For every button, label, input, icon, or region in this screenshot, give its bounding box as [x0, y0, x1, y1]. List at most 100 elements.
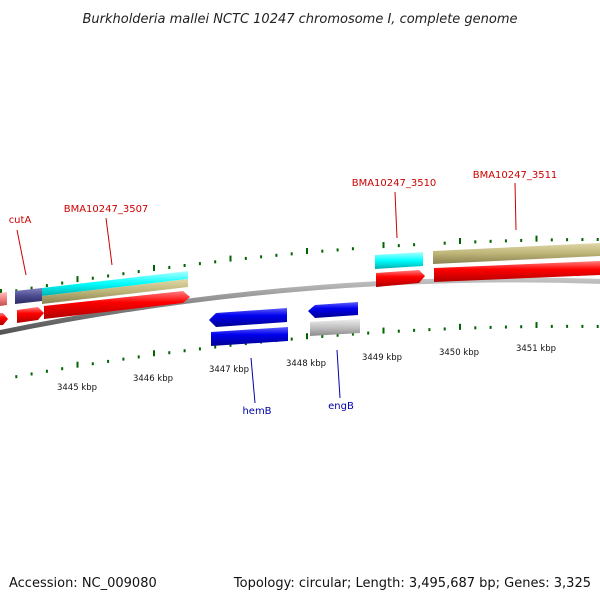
minor-tick — [474, 240, 477, 244]
genome-summary-text: Topology: circular; Length: 3,495,687 bp… — [233, 576, 591, 591]
major-tick — [76, 361, 79, 368]
minor-tick — [91, 276, 94, 280]
accession-text: Accession: NC_009080 — [9, 576, 157, 591]
major-tick — [306, 333, 308, 340]
minor-tick — [504, 325, 507, 329]
gene-labels: cutA BMA10247_3507 BMA10247_3510 BMA1024… — [9, 170, 558, 417]
major-tick — [535, 322, 538, 329]
minor-tick — [183, 264, 186, 268]
minor-tick — [397, 244, 400, 248]
gene-label-bma10247-3507[interactable]: BMA10247_3507 — [64, 204, 149, 215]
minor-tick — [107, 359, 110, 363]
kbp-label: 3446 kbp — [133, 374, 173, 384]
minor-tick — [214, 345, 217, 349]
feature-engB-grey — [310, 319, 360, 336]
minor-tick — [321, 249, 324, 253]
gene-label-bma10247-3510[interactable]: BMA10247_3510 — [352, 178, 437, 189]
major-tick — [76, 276, 79, 283]
leader-cutA — [16, 229, 27, 276]
cds-arrow-3507 — [44, 291, 190, 319]
minor-tick — [260, 255, 263, 259]
minor-tick — [596, 324, 599, 328]
forward-strand-features — [0, 243, 600, 306]
minor-tick — [137, 355, 140, 359]
kbp-label: 3451 kbp — [516, 344, 556, 354]
cds-arrow-3511 — [434, 261, 600, 282]
minor-tick — [413, 328, 416, 332]
outer-tick-track — [0, 235, 599, 295]
kbp-label: 3447 kbp — [209, 365, 249, 375]
feature-hemB-b — [211, 327, 288, 346]
leader-3510 — [394, 191, 398, 239]
minor-tick — [30, 372, 33, 376]
minor-tick — [122, 357, 125, 361]
kbp-axis-labels: 3445 kbp 3446 kbp 3447 kbp 3448 kbp 3449… — [57, 344, 556, 393]
major-tick — [306, 247, 308, 254]
major-tick — [382, 327, 385, 334]
minor-tick — [397, 329, 400, 333]
feature-khaki-3511 — [433, 243, 600, 264]
gene-label-hemB[interactable]: hemB — [242, 406, 271, 417]
minor-tick — [321, 334, 324, 338]
minor-tick — [520, 238, 523, 242]
minor-tick — [336, 333, 339, 337]
minor-tick — [367, 331, 370, 335]
minor-tick — [290, 252, 293, 256]
minor-tick — [45, 284, 48, 288]
kbp-label: 3448 kbp — [286, 359, 326, 369]
minor-tick — [596, 238, 599, 242]
leader-lines — [16, 182, 517, 404]
leader-hemB — [250, 357, 256, 404]
feature-pink-partial — [0, 292, 7, 306]
minor-tick — [168, 265, 171, 269]
kbp-label: 3445 kbp — [57, 383, 97, 393]
cds-arrow-engB — [308, 302, 358, 318]
minor-tick — [91, 362, 94, 366]
minor-tick — [443, 241, 446, 245]
feature-cutA-purple — [15, 288, 42, 304]
minor-tick — [443, 327, 446, 331]
minor-tick — [489, 325, 492, 329]
major-tick — [459, 237, 461, 244]
feature-cyan-3507 — [42, 271, 188, 296]
minor-tick — [474, 326, 477, 330]
gene-label-cutA[interactable]: cutA — [9, 215, 32, 226]
minor-tick — [214, 260, 217, 264]
minor-tick — [45, 369, 48, 373]
major-tick — [0, 289, 2, 295]
minor-tick — [550, 238, 553, 242]
minor-tick — [428, 328, 431, 332]
gene-label-bma10247-3511[interactable]: BMA10247_3511 — [473, 170, 558, 181]
minor-tick — [351, 247, 354, 251]
chromosome-backbone — [0, 277, 600, 335]
feature-cyan-3510 — [375, 252, 423, 269]
minor-tick — [275, 253, 278, 257]
minor-tick — [183, 349, 186, 353]
minor-tick — [107, 274, 110, 278]
map-title: Burkholderia mallei NCTC 10247 chromosom… — [82, 12, 517, 27]
major-tick — [459, 323, 461, 330]
minor-tick — [581, 324, 584, 328]
major-tick — [153, 264, 155, 271]
leader-engB — [336, 349, 341, 399]
kbp-label: 3450 kbp — [439, 348, 479, 358]
minor-tick — [137, 270, 140, 274]
leader-3511 — [514, 182, 517, 231]
minor-tick — [15, 375, 18, 379]
minor-tick — [520, 325, 523, 329]
minor-tick — [336, 248, 339, 252]
feature-khaki-3507 — [42, 279, 188, 304]
minor-tick — [244, 256, 247, 260]
gene-label-engB[interactable]: engB — [328, 401, 354, 412]
minor-tick — [413, 243, 416, 247]
minor-tick — [351, 332, 354, 336]
minor-tick — [581, 238, 584, 242]
forward-cds — [0, 261, 600, 325]
kbp-label: 3449 kbp — [362, 353, 402, 363]
cds-arrow-hemB-a — [209, 308, 287, 327]
minor-tick — [61, 281, 64, 285]
minor-tick — [30, 286, 33, 290]
minor-tick — [290, 337, 293, 341]
major-tick — [382, 242, 385, 249]
